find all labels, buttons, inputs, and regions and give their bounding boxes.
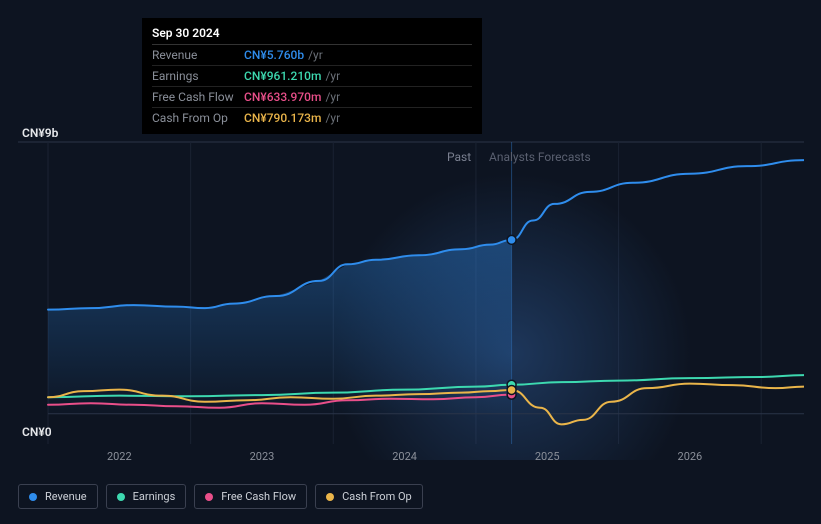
tooltip-row: Cash From OpCN¥790.173m/yr [152, 108, 472, 128]
legend-item-free-cash-flow[interactable]: Free Cash Flow [194, 484, 307, 509]
x-tick-label: 2024 [392, 450, 417, 463]
tooltip-row: Free Cash FlowCN¥633.970m/yr [152, 87, 472, 108]
x-tick-label: 2022 [107, 450, 132, 463]
x-tick-label: 2026 [678, 450, 703, 463]
tooltip-metric-value: CN¥633.970m [244, 90, 321, 104]
tooltip-row: EarningsCN¥961.210m/yr [152, 66, 472, 87]
tooltip-unit: /yr [308, 48, 323, 62]
x-axis: 2022 2023 2024 2025 2026 [18, 450, 804, 468]
tooltip-unit: /yr [325, 90, 340, 104]
legend-label: Cash From Op [342, 490, 412, 503]
tooltip-unit: /yr [325, 111, 340, 125]
tooltip-unit: /yr [325, 69, 340, 83]
legend-dot-icon [29, 493, 37, 501]
past-region-label: Past [447, 150, 471, 164]
hover-tooltip: Sep 30 2024 RevenueCN¥5.760b/yrEarningsC… [142, 18, 482, 134]
y-axis-zero-label: CN¥0 [22, 425, 52, 439]
tooltip-metric-label: Earnings [152, 69, 244, 83]
legend-dot-icon [117, 493, 125, 501]
tooltip-metric-value: CN¥790.173m [244, 111, 321, 125]
legend: Revenue Earnings Free Cash Flow Cash From O… [18, 484, 423, 509]
legend-item-revenue[interactable]: Revenue [18, 484, 98, 509]
y-axis-max-label: CN¥9b [22, 126, 58, 140]
x-tick-label: 2025 [535, 450, 560, 463]
legend-dot-icon [205, 493, 213, 501]
tooltip-metric-label: Cash From Op [152, 111, 244, 125]
legend-label: Free Cash Flow [221, 490, 296, 503]
tooltip-metric-label: Revenue [152, 48, 244, 62]
legend-item-earnings[interactable]: Earnings [106, 484, 187, 509]
tooltip-row: RevenueCN¥5.760b/yr [152, 45, 472, 66]
tooltip-date: Sep 30 2024 [152, 26, 472, 45]
chart-plot-area[interactable] [18, 120, 804, 460]
legend-label: Revenue [45, 490, 87, 503]
legend-dot-icon [326, 493, 334, 501]
legend-item-cash-from-op[interactable]: Cash From Op [315, 484, 423, 509]
x-tick-label: 2023 [250, 450, 275, 463]
legend-label: Earnings [133, 490, 176, 503]
forecast-region-label: Analysts Forecasts [489, 150, 591, 164]
tooltip-metric-value: CN¥961.210m [244, 69, 321, 83]
tooltip-metric-value: CN¥5.760b [244, 48, 304, 62]
tooltip-metric-label: Free Cash Flow [152, 90, 244, 104]
